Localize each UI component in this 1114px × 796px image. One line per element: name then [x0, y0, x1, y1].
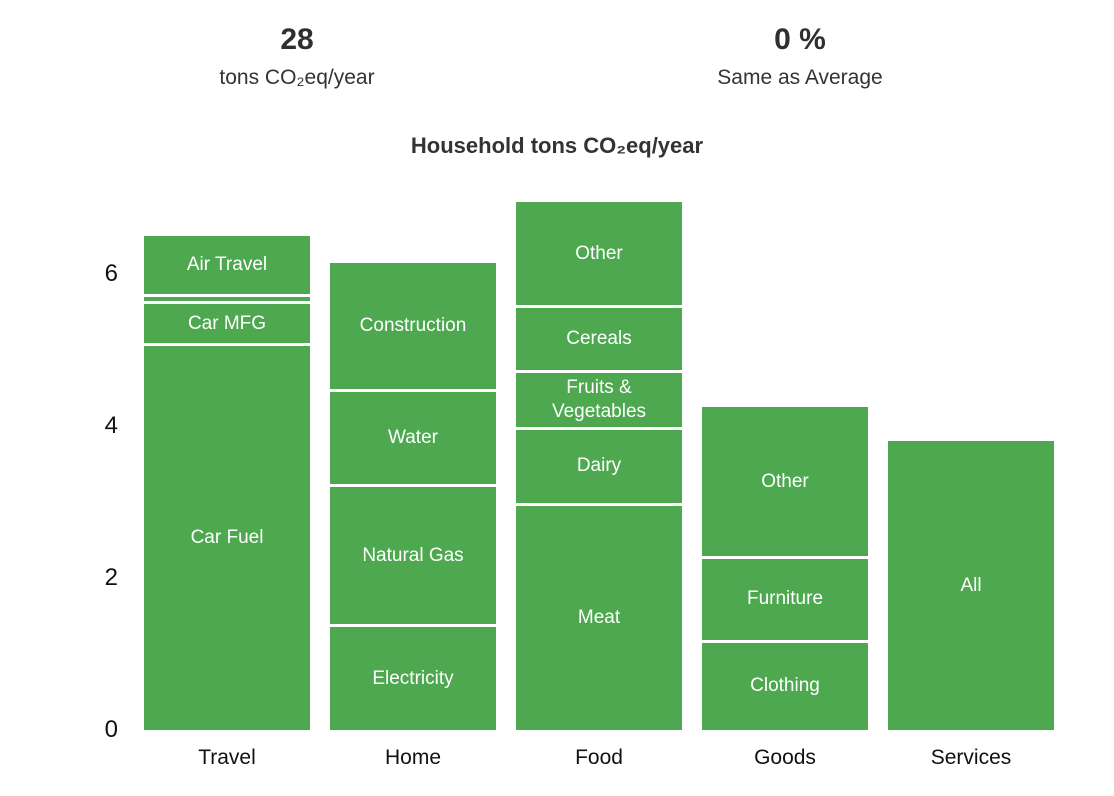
segment-travel-car-fuel[interactable]: Car Fuel: [144, 346, 310, 730]
segment-travel-car-mfg[interactable]: Car MFG: [144, 304, 310, 347]
segment-label: Water: [388, 426, 438, 448]
segment-label: Natural Gas: [362, 544, 464, 566]
chart-title: Household tons CO₂eq/year: [410, 133, 704, 158]
segment-food-dairy[interactable]: Dairy: [516, 429, 682, 506]
segment-travel-air-travel[interactable]: Air Travel: [144, 236, 310, 297]
x-axis-label-food: Food: [575, 746, 623, 769]
segment-goods-clothing[interactable]: Clothing: [702, 642, 868, 730]
segment-label: Construction: [359, 314, 467, 336]
bar-travel: Car Fuel Car MFG Air Travel: [144, 236, 310, 730]
segment-travel-unlabeled[interactable]: [144, 296, 310, 305]
bar-food: Meat Dairy Fruits & Vegetables Cereals Other: [516, 201, 682, 730]
total-emissions-value: 28: [280, 23, 314, 56]
segment-home-construction[interactable]: Construction: [330, 262, 496, 392]
segment-food-cereals[interactable]: Cereals: [516, 308, 682, 373]
total-emissions-unit: tons CO₂eq/year: [219, 66, 375, 89]
total-emissions-summary: 28 tons CO₂eq/year: [147, 22, 447, 91]
bar-goods: Clothing Furniture Other: [702, 407, 868, 730]
segment-goods-furniture[interactable]: Furniture: [702, 559, 868, 643]
segment-label: Clothing: [750, 675, 820, 697]
segment-food-meat[interactable]: Meat: [516, 505, 682, 730]
segment-home-natural-gas[interactable]: Natural Gas: [330, 486, 496, 628]
segment-label: Electricity: [372, 667, 454, 689]
segment-label: Meat: [577, 607, 621, 629]
x-axis-label-services: Services: [930, 746, 1012, 769]
segment-label: Air Travel: [186, 254, 268, 276]
y-tick-6: 6: [104, 260, 118, 287]
segment-food-other[interactable]: Other: [516, 201, 682, 309]
segment-label: Other: [761, 470, 809, 492]
segment-label: Fruits & Vegetables: [551, 377, 647, 422]
segment-label: Furniture: [746, 588, 824, 610]
comparison-value: 0 %: [774, 23, 826, 56]
x-axis-label-travel: Travel: [198, 746, 256, 769]
segment-label: Car Fuel: [190, 527, 264, 549]
y-tick-0: 0: [104, 716, 118, 743]
bar-home: Electricity Natural Gas Water Construction: [330, 262, 496, 730]
segment-home-water[interactable]: Water: [330, 391, 496, 487]
x-axis-label-home: Home: [384, 746, 442, 769]
segment-label: Cereals: [566, 328, 632, 350]
segment-services-all[interactable]: All: [888, 441, 1054, 730]
average-comparison-summary: 0 % Same as Average: [650, 22, 950, 91]
y-tick-2: 2: [104, 564, 118, 591]
segment-food-fruits-vegetables[interactable]: Fruits & Vegetables: [516, 372, 682, 430]
segment-label: Dairy: [576, 455, 622, 477]
y-tick-4: 4: [104, 412, 118, 439]
x-axis-label-goods: Goods: [754, 746, 816, 769]
segment-home-electricity[interactable]: Electricity: [330, 627, 496, 730]
segment-label: Other: [575, 242, 623, 264]
bar-services: All: [888, 441, 1054, 730]
segment-label: Car MFG: [187, 312, 267, 334]
segment-goods-other[interactable]: Other: [702, 407, 868, 560]
comparison-label: Same as Average: [717, 66, 883, 89]
segment-label: All: [960, 574, 982, 596]
